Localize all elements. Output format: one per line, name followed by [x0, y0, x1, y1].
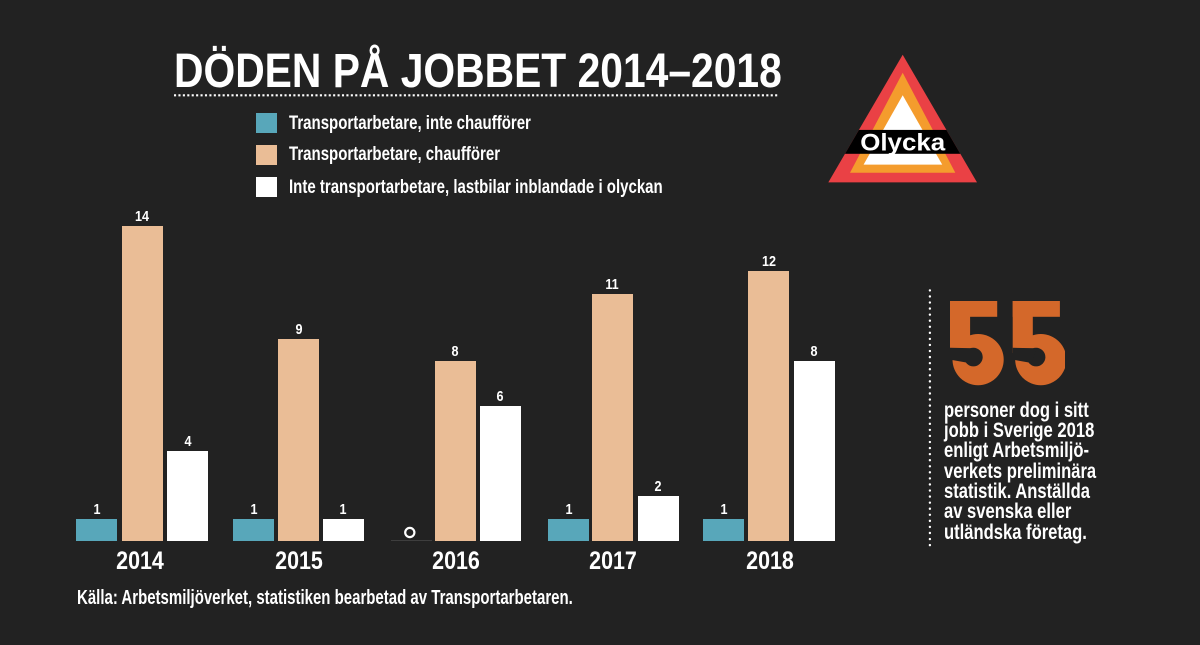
svg-text:Olycka: Olycka: [860, 129, 946, 156]
